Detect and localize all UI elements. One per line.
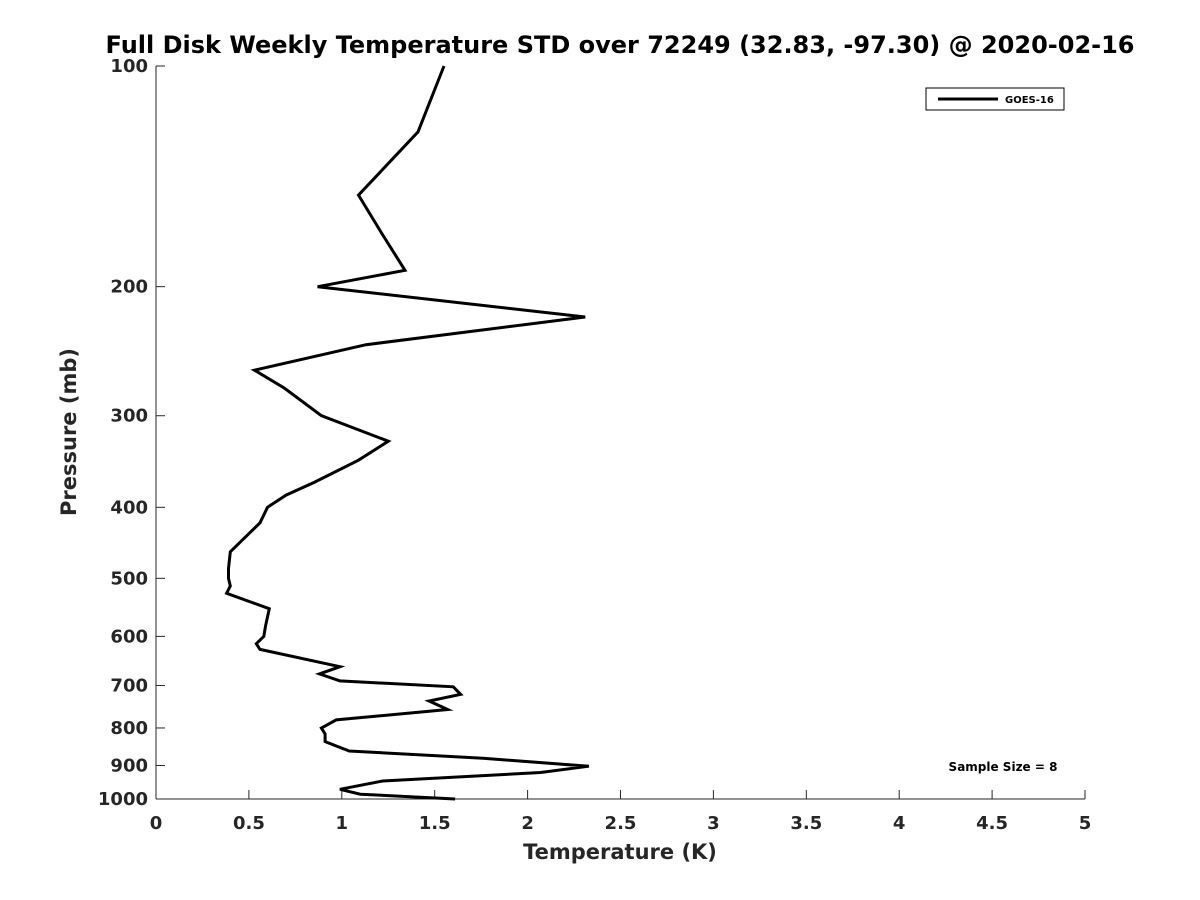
legend: GOES-16 — [925, 87, 1065, 111]
x-tick-label: 3 — [707, 813, 720, 834]
x-tick-label: 4.5 — [976, 813, 1008, 834]
y-tick-label: 300 — [110, 406, 148, 427]
y-axis-ticks: 100 200 300 400 500 600 700 800 900 1000 — [98, 56, 165, 810]
y-tick-label: 500 — [110, 568, 148, 589]
x-tick-label: 1 — [336, 813, 349, 834]
y-tick-label: 400 — [110, 497, 148, 518]
x-axis-label: Temperature (K) — [523, 840, 717, 864]
y-tick-label: 900 — [110, 755, 148, 776]
chart-title: Full Disk Weekly Temperature STD over 72… — [106, 31, 1135, 59]
y-axis-label: Pressure (mb) — [57, 348, 81, 516]
y-tick-label: 800 — [110, 718, 148, 739]
y-tick-label: 700 — [110, 675, 148, 696]
x-tick-label: 0.5 — [233, 813, 265, 834]
y-tick-label: 600 — [110, 626, 148, 647]
x-tick-label: 0 — [150, 813, 163, 834]
x-tick-label: 3.5 — [790, 813, 822, 834]
x-axis-ticks: 0 0.5 1 1.5 2 2.5 3 3.5 4 4.5 5 — [150, 790, 1092, 834]
sample-size-annotation: Sample Size = 8 — [949, 760, 1058, 774]
y-tick-label: 200 — [110, 277, 148, 298]
x-tick-label: 4 — [893, 813, 906, 834]
legend-entry-goes-16: GOES-16 — [1005, 95, 1054, 106]
series-line-goes-16 — [224, 65, 590, 801]
y-tick-label: 1000 — [98, 789, 148, 810]
x-tick-label: 1.5 — [419, 813, 451, 834]
x-tick-label: 2.5 — [605, 813, 637, 834]
y-tick-label: 100 — [110, 56, 148, 77]
plot-area — [156, 66, 1085, 799]
x-tick-label: 5 — [1079, 813, 1092, 834]
x-tick-label: 2 — [521, 813, 534, 834]
